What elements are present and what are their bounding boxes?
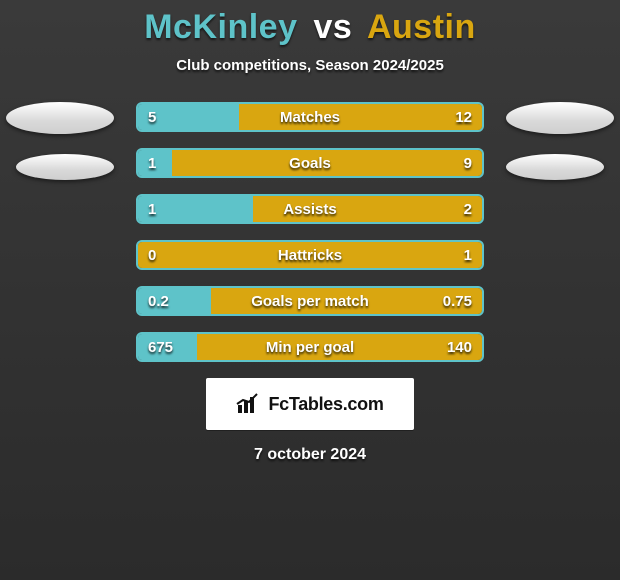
player2-photo-placeholder (506, 102, 614, 134)
player1-club-placeholder (16, 154, 114, 180)
stats-area: 512Matches 19Goals 12Assists 01Hattricks 0.2… (0, 102, 620, 362)
player2-club-placeholder (506, 154, 604, 180)
vs-label: vs (313, 8, 352, 46)
brand-chart-icon (236, 393, 262, 415)
stat-fill-left (138, 104, 239, 130)
stat-row: 0.20.75Goals per match (136, 286, 484, 316)
brand-badge[interactable]: FcTables.com (206, 378, 414, 430)
stat-fill-right (253, 196, 482, 222)
stat-row: 675140Min per goal (136, 332, 484, 362)
date-text: 7 october 2024 (0, 446, 620, 464)
page-title: McKinley vs Austin (0, 8, 620, 47)
stat-fill-right (211, 288, 482, 314)
stat-fill-left (138, 150, 172, 176)
stat-fill-left (138, 334, 197, 360)
subtitle: Club competitions, Season 2024/2025 (0, 57, 620, 74)
stat-fill-right (197, 334, 482, 360)
stat-row: 12Assists (136, 194, 484, 224)
brand-text: FcTables.com (268, 394, 383, 415)
comparison-card: McKinley vs Austin Club competitions, Se… (0, 0, 620, 580)
stat-fill-right (239, 104, 482, 130)
stat-row: 512Matches (136, 102, 484, 132)
player1-photo-placeholder (6, 102, 114, 134)
stat-row: 01Hattricks (136, 240, 484, 270)
stat-bars: 512Matches 19Goals 12Assists 01Hattricks 0.2… (136, 102, 484, 362)
player2-name: Austin (367, 8, 476, 46)
stat-fill-left (138, 196, 253, 222)
stat-fill-right (138, 242, 482, 268)
stat-fill-right (172, 150, 482, 176)
player1-name: McKinley (144, 8, 297, 46)
stat-fill-left (138, 288, 211, 314)
stat-row: 19Goals (136, 148, 484, 178)
